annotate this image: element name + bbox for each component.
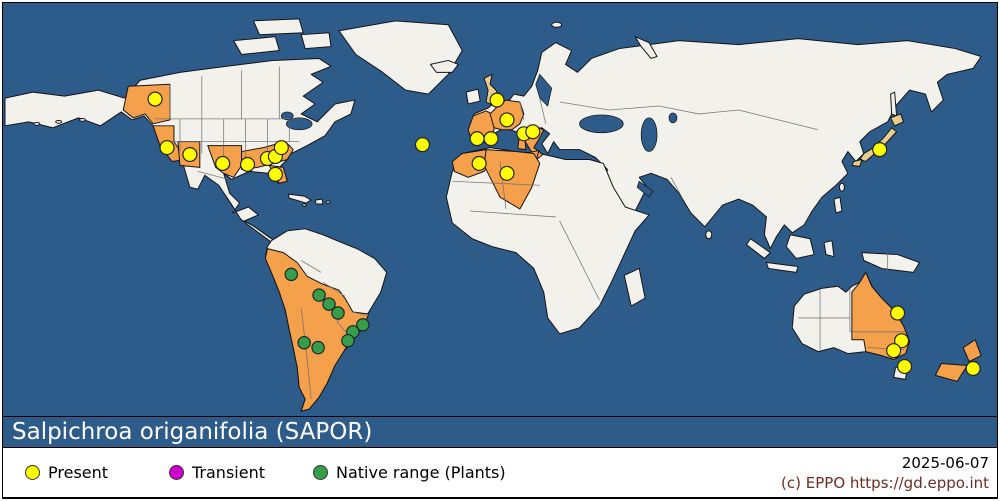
aleutian-islands — [79, 117, 86, 122]
present-marker — [872, 142, 888, 158]
legend-item-transient: Transient — [169, 448, 265, 497]
present-marker — [894, 333, 910, 349]
eurasia — [469, 38, 982, 250]
map-date: 2025-06-07 — [901, 454, 989, 472]
region-new-zealand-south — [934, 363, 968, 382]
iceland — [429, 59, 459, 73]
present-marker — [525, 124, 541, 140]
present-marker — [182, 147, 198, 163]
sulawesi — [823, 240, 835, 258]
present-marker — [890, 305, 906, 321]
continents — [4, 18, 982, 412]
map-title-bar: Salpichroa origanifolia (SAPOR) — [2, 416, 998, 447]
region-japan-kyushu — [851, 158, 863, 167]
status-markers — [147, 91, 981, 376]
ireland — [465, 88, 481, 105]
sri-lanka — [705, 230, 713, 240]
present-marker — [499, 165, 515, 181]
native-marker — [312, 288, 326, 302]
arctic-islands — [233, 36, 280, 55]
map-legend: Present Transient Native range (Plants) … — [2, 447, 998, 499]
region-southern-cone — [264, 248, 370, 412]
present-marker — [897, 358, 913, 375]
legend-label-present: Present — [48, 463, 109, 482]
region-japan-hokkaido — [890, 113, 905, 127]
legend-label-transient: Transient — [192, 463, 265, 482]
present-marker — [159, 140, 175, 156]
present-marker — [965, 360, 981, 376]
world-map-viewport[interactable] — [2, 2, 998, 416]
native-marker — [331, 306, 345, 320]
madagascar — [623, 267, 646, 307]
map-credits: 2025-06-07 (c) EPPO https://gd.eppo.int — [781, 453, 989, 493]
sumatra — [746, 238, 771, 260]
native-marker — [356, 318, 370, 332]
java — [765, 261, 799, 273]
present-marker — [471, 155, 487, 171]
world-map — [4, 18, 982, 412]
greenland — [338, 20, 463, 95]
persian-gulf — [636, 180, 654, 198]
native-marker — [322, 297, 336, 311]
borneo — [785, 234, 815, 260]
present-marker — [483, 131, 499, 147]
present-marker — [414, 137, 431, 153]
aleutian-islands — [33, 121, 41, 126]
great-lakes — [285, 117, 313, 131]
present-marker — [267, 166, 283, 182]
copyright: (c) EPPO https://gd.eppo.int — [781, 474, 989, 492]
present-dot-icon — [25, 465, 40, 480]
present-marker — [469, 131, 485, 147]
present-marker — [215, 155, 231, 171]
legend-label-native: Native range (Plants) — [336, 463, 506, 482]
region-new-zealand-north — [962, 339, 982, 363]
caspian-sea — [640, 117, 658, 152]
native-marker — [284, 267, 299, 282]
puerto-rico — [325, 200, 331, 204]
taiwan — [838, 182, 845, 192]
region-algeria — [483, 149, 541, 210]
native-dot-icon — [313, 465, 328, 480]
jamaica — [301, 203, 307, 207]
present-marker — [489, 92, 505, 108]
present-marker — [239, 156, 256, 172]
cuba — [287, 193, 312, 204]
novaya-zemlya — [634, 36, 658, 59]
legend-item-present: Present — [25, 448, 108, 497]
present-marker — [273, 140, 289, 156]
transient-dot-icon — [169, 465, 184, 480]
admin-borders — [154, 66, 906, 400]
native-marker — [311, 340, 325, 355]
philippines — [833, 196, 843, 214]
hispaniola — [314, 198, 324, 205]
aleutian-islands — [55, 119, 63, 124]
present-marker — [499, 112, 515, 128]
africa — [445, 147, 650, 335]
native-marker — [341, 333, 355, 348]
inland-seas — [280, 73, 678, 198]
present-marker — [886, 343, 902, 359]
map-title: Salpichroa origanifolia (SAPOR) — [12, 419, 373, 445]
native-marker — [297, 335, 311, 350]
present-marker — [147, 91, 163, 107]
svalbard — [551, 21, 563, 28]
black-sea — [579, 114, 624, 134]
arctic-islands — [300, 32, 332, 50]
new-guinea — [861, 252, 920, 273]
aral-sea — [668, 112, 678, 124]
great-lakes — [280, 111, 294, 121]
legend-item-native: Native range (Plants) — [313, 448, 506, 497]
arctic-islands — [252, 18, 304, 36]
